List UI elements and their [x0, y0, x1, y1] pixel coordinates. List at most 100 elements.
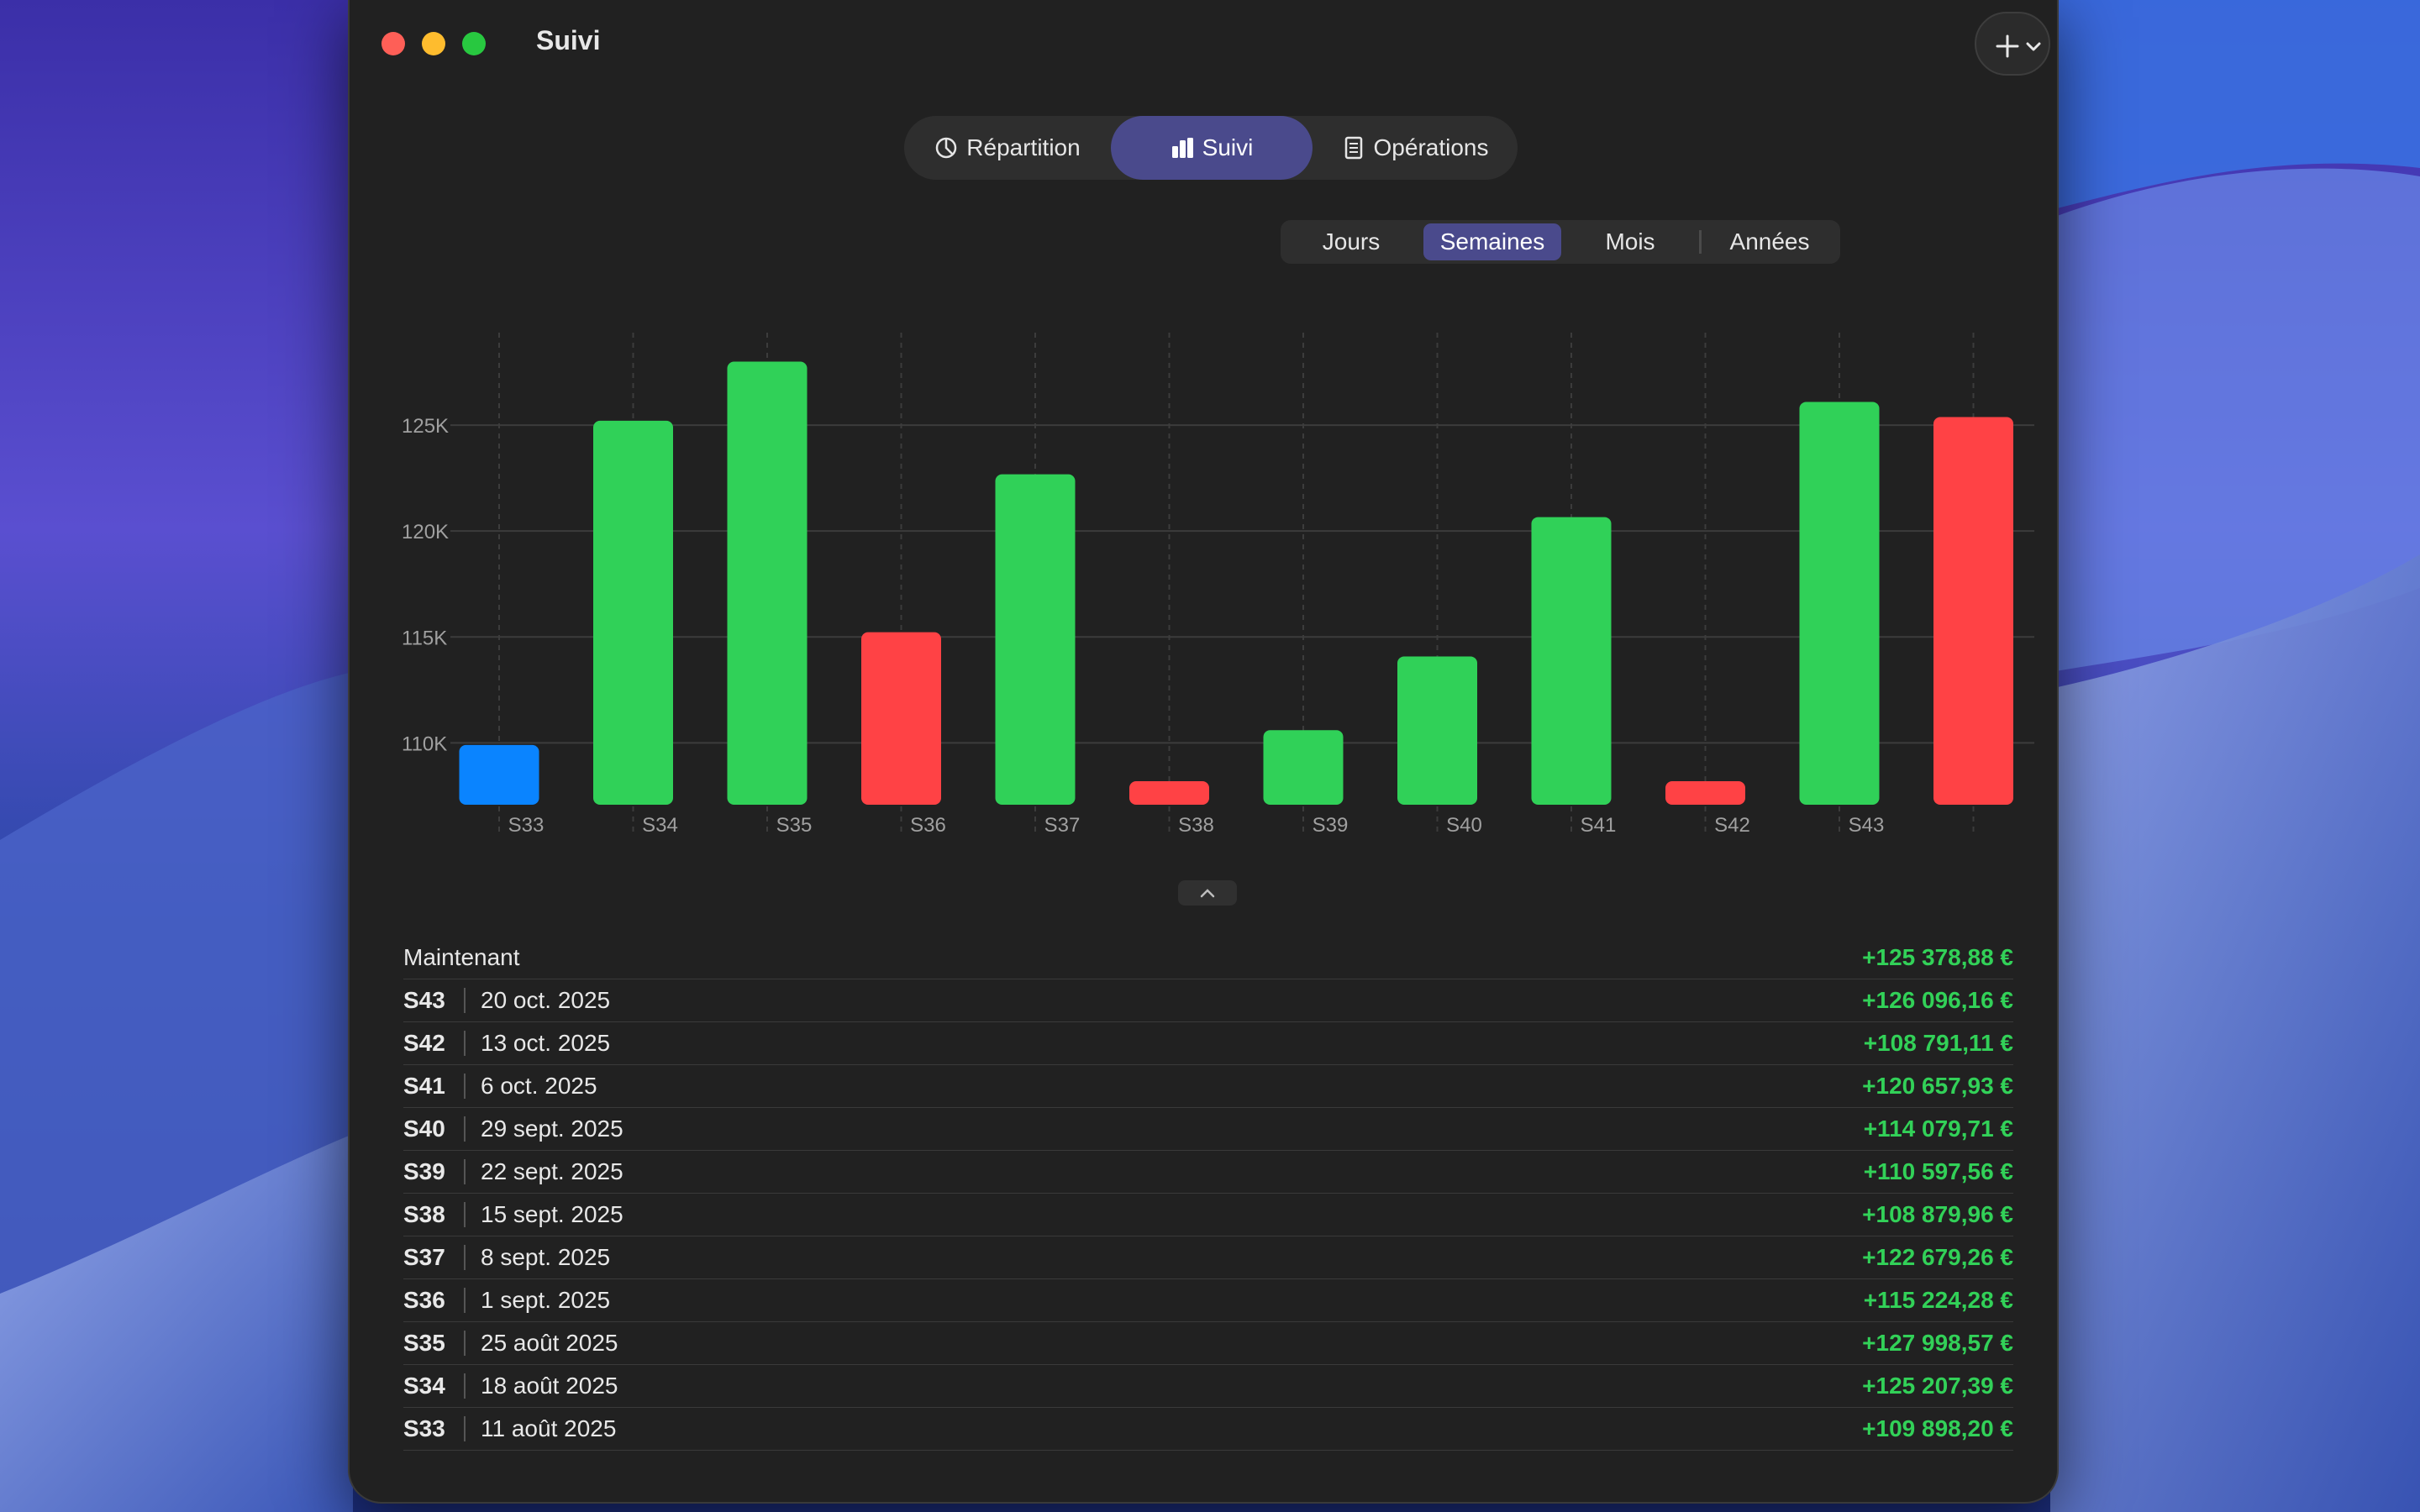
list-item[interactable]: S42 13 oct. 2025 +108 791,11 € — [403, 1022, 2013, 1065]
week-value: +127 998,57 € — [1862, 1330, 2013, 1356]
tab-label: Opérations — [1373, 134, 1489, 160]
x-tick-label: S41 — [1581, 814, 1617, 837]
x-tick-label: S38 — [1178, 814, 1214, 837]
week-value: +126 096,16 € — [1862, 987, 2013, 1013]
list-item[interactable]: S41 6 oct. 2025 +120 657,93 € — [403, 1065, 2013, 1108]
tab-label: Répartition — [966, 134, 1081, 160]
bar-chart-icon — [1171, 138, 1193, 158]
weekly-values-list: Maintenant +125 378,88 € S43 20 oct. 2025… — [403, 937, 2013, 1451]
segment-divider — [1700, 230, 1702, 254]
x-tick-label: S34 — [642, 814, 678, 837]
week-label: S35 — [403, 1330, 445, 1356]
x-tick-label: S36 — [910, 814, 946, 837]
week-date: 11 août 2025 — [481, 1415, 617, 1441]
row-divider — [464, 1245, 466, 1270]
period-segmented-control: Jours Semaines Mois Années — [1281, 220, 1840, 264]
list-item[interactable]: S34 18 août 2025 +125 207,39 € — [403, 1365, 2013, 1408]
bar-now[interactable] — [1933, 417, 2013, 805]
segment-annees[interactable]: Années — [1729, 228, 1810, 255]
week-label: S37 — [403, 1244, 445, 1270]
row-divider — [464, 1116, 466, 1142]
close-window-button[interactable] — [381, 32, 405, 55]
list-item[interactable]: S38 15 sept. 2025 +108 879,96 € — [403, 1194, 2013, 1236]
week-label: S40 — [403, 1116, 445, 1142]
segment-jours[interactable]: Jours — [1322, 228, 1381, 255]
week-value: +122 679,26 € — [1862, 1244, 2013, 1270]
weekly-bar-chart: 110K 115K 120K 125K S33 S34 S35 S36 S37 S38 S39 S40… — [402, 333, 2034, 837]
bar-S41[interactable] — [1531, 517, 1612, 805]
week-date: 22 sept. 2025 — [481, 1158, 623, 1184]
document-icon — [1344, 136, 1362, 160]
tab-suivi[interactable]: Suivi — [1111, 116, 1313, 180]
week-label: S39 — [403, 1158, 445, 1184]
view-tab-bar: Répartition Suivi Opérations — [904, 116, 1518, 180]
list-item[interactable]: S36 1 sept. 2025 +115 224,28 € — [403, 1279, 2013, 1322]
bar-S33[interactable] — [459, 744, 539, 805]
week-label: S42 — [403, 1030, 445, 1056]
bar-S37[interactable] — [995, 474, 1076, 805]
list-item[interactable]: S39 22 sept. 2025 +110 597,56 € — [403, 1151, 2013, 1194]
tab-repartition[interactable]: Répartition — [904, 116, 1111, 180]
row-divider — [464, 1159, 466, 1184]
x-tick-label: S42 — [1714, 814, 1750, 837]
list-item[interactable]: S40 29 sept. 2025 +114 079,71 € — [403, 1108, 2013, 1151]
week-date: 15 sept. 2025 — [481, 1201, 623, 1227]
minimize-window-button[interactable] — [422, 32, 445, 55]
bar-S42[interactable] — [1665, 781, 1745, 805]
week-date: 18 août 2025 — [481, 1373, 618, 1399]
segment-mois[interactable]: Mois — [1605, 228, 1655, 255]
week-date: 1 sept. 2025 — [481, 1287, 611, 1313]
week-label: S41 — [403, 1073, 445, 1099]
week-date: 20 oct. 2025 — [481, 987, 611, 1013]
row-divider — [464, 1288, 466, 1313]
x-tick-label: S33 — [508, 814, 544, 837]
y-tick-label: 125K — [402, 415, 449, 438]
collapse-chart-button[interactable] — [1178, 880, 1237, 906]
bar-S35[interactable] — [727, 361, 808, 806]
week-date: 6 oct. 2025 — [481, 1073, 597, 1099]
segment-semaines[interactable]: Semaines — [1423, 223, 1561, 260]
x-tick-label: S43 — [1849, 814, 1885, 837]
y-tick-label: 120K — [402, 521, 449, 543]
row-divider — [464, 1202, 466, 1227]
bar-S34[interactable] — [593, 420, 673, 805]
y-tick-label: 110K — [402, 732, 447, 755]
list-item[interactable]: S35 25 août 2025 +127 998,57 € — [403, 1322, 2013, 1365]
bar-S39[interactable] — [1263, 730, 1344, 805]
row-divider — [464, 1331, 466, 1356]
week-value: +114 079,71 € — [1863, 1116, 2013, 1142]
row-divider — [464, 1373, 466, 1399]
now-label: Maintenant — [403, 944, 520, 970]
week-label: S38 — [403, 1201, 445, 1227]
week-label: S34 — [403, 1373, 445, 1399]
add-menu-button[interactable] — [1975, 12, 2050, 76]
chevron-down-icon — [2026, 42, 2041, 51]
list-item[interactable]: S37 8 sept. 2025 +122 679,26 € — [403, 1236, 2013, 1279]
week-value: +108 879,96 € — [1862, 1201, 2013, 1227]
week-value: +108 791,11 € — [1863, 1030, 2013, 1056]
bar-S40[interactable] — [1397, 656, 1477, 805]
week-value: +115 224,28 € — [1863, 1287, 2013, 1313]
week-value: +120 657,93 € — [1862, 1073, 2013, 1099]
week-value: +109 898,20 € — [1862, 1415, 2013, 1441]
week-date: 8 sept. 2025 — [481, 1244, 611, 1270]
now-value: +125 378,88 € — [1862, 944, 2013, 970]
bar-S43[interactable] — [1799, 402, 1880, 805]
bar-S36[interactable] — [861, 632, 941, 805]
bar-S38[interactable] — [1129, 781, 1209, 805]
tab-operations[interactable]: Opérations — [1313, 116, 1518, 180]
list-item[interactable]: S33 11 août 2025 +109 898,20 € — [403, 1408, 2013, 1451]
plus-icon — [1996, 34, 2019, 58]
week-date: 29 sept. 2025 — [481, 1116, 623, 1142]
week-value: +125 207,39 € — [1862, 1373, 2013, 1399]
week-label: S36 — [403, 1287, 445, 1313]
x-tick-label: S37 — [1044, 814, 1081, 837]
week-date: 25 août 2025 — [481, 1330, 618, 1356]
pie-chart-icon — [936, 137, 957, 159]
zoom-window-button[interactable] — [462, 32, 486, 55]
window-title: Suivi — [536, 25, 601, 55]
row-divider — [464, 1074, 466, 1099]
list-item[interactable]: S43 20 oct. 2025 +126 096,16 € — [403, 979, 2013, 1022]
list-item-now[interactable]: Maintenant +125 378,88 € — [403, 937, 2013, 979]
x-tick-label: S39 — [1313, 814, 1349, 837]
